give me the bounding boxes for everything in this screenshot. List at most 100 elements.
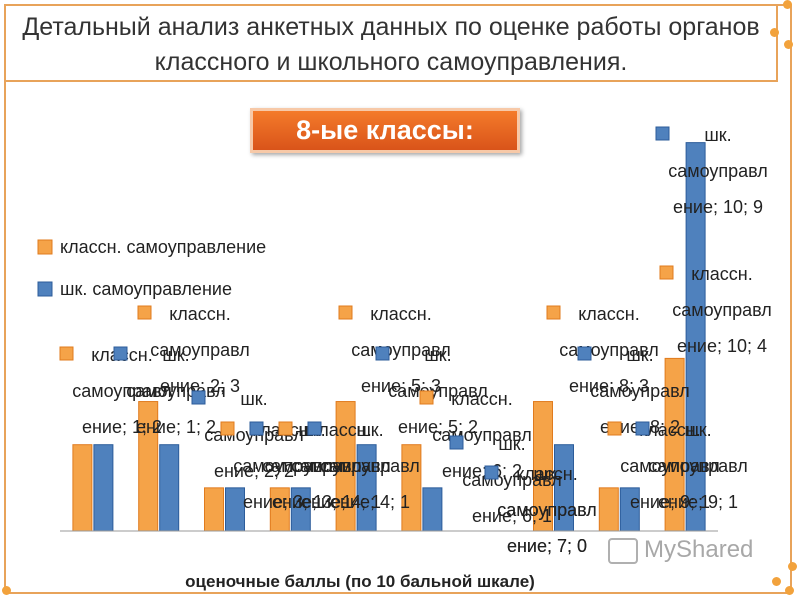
data-label-text: самоуправл — [72, 381, 172, 401]
dot — [784, 40, 793, 49]
data-label-text: классн. — [370, 304, 432, 324]
data-label-text: самоуправл — [672, 300, 772, 320]
data-label-marker — [659, 265, 674, 280]
data-label-marker — [635, 421, 650, 436]
data-label-text: шк. — [356, 420, 383, 440]
data-label-text: ение; 9; 1 — [630, 492, 710, 512]
legend-marker-shk — [37, 281, 53, 297]
data-label: классн. самоуправл ение; 9; 1 — [607, 420, 720, 512]
data-label-text: самоуправл — [668, 161, 768, 181]
dot — [2, 586, 11, 595]
legend-entry-shk: шк. самоуправление — [60, 279, 232, 299]
bar-klass-1 — [72, 444, 93, 532]
data-label-text: классн. — [516, 464, 578, 484]
slide-title: Детальный анализ анкетных данных по оцен… — [4, 4, 778, 82]
data-label-text: самоуправл — [262, 456, 362, 476]
data-label-text: самоуправл — [233, 456, 333, 476]
data-label-text: ение; 2; 3 — [160, 376, 240, 396]
data-label-text: самоуправл — [497, 500, 597, 520]
data-label-text: ение; 7; 0 — [507, 536, 587, 556]
data-label-text: ение; 2; 2 — [214, 461, 294, 481]
data-label-marker — [307, 421, 322, 436]
data-labels-group: классн.самоуправление; 1; 2шк.самоуправл… — [59, 125, 772, 556]
data-label-text: классн. — [691, 264, 753, 284]
data-label-text: ение; 4; 1 — [301, 492, 381, 512]
data-label-text: шк. — [626, 345, 653, 365]
data-label-text: ение; 10; 9 — [673, 197, 763, 217]
data-label-text: ение; 7; 0 — [507, 536, 587, 556]
data-label-text: самоуправл — [620, 456, 720, 476]
data-label-marker — [278, 421, 293, 436]
bar-klass-3 — [204, 487, 224, 532]
data-label: классн.самоуправление; 8; 3 — [546, 304, 659, 396]
dot — [772, 577, 781, 586]
data-label-marker — [577, 346, 592, 361]
data-label-text: ение; 1; 2 — [136, 417, 216, 437]
data-label-marker — [607, 421, 622, 436]
data-label-text: классн. — [451, 389, 513, 409]
data-label-text: шк. — [684, 420, 711, 440]
data-label-marker — [137, 305, 152, 320]
data-label-marker — [338, 305, 353, 320]
data-label-text: шк. — [240, 389, 267, 409]
data-label-text: самоуправл — [648, 456, 748, 476]
data-label-text: классн. — [578, 304, 640, 324]
data-label-text: ение; 8; 3 — [569, 376, 649, 396]
data-label-text: ение; 3; 1 — [243, 492, 323, 512]
data-label-text: ение; 6; 1 — [472, 506, 552, 526]
data-label-marker — [113, 346, 128, 361]
data-label-text: ение; 9; 1 — [658, 492, 738, 512]
data-label-text: классн. — [310, 420, 372, 440]
data-label-marker — [546, 305, 561, 320]
data-label: шк. самоуправл ение; 7; 0 — [484, 464, 597, 556]
data-label: классн. самоуправл ение; 7; 0 — [484, 464, 597, 556]
data-label-text: самоуправл — [388, 381, 488, 401]
dot — [785, 586, 794, 595]
data-label: классн. самоуправл ение; 10; 4 — [659, 264, 772, 356]
data-label-text: шк. — [424, 345, 451, 365]
data-label-text: шк. — [162, 345, 189, 365]
data-label: шк. самоуправл ение; 10; 9 — [655, 125, 768, 217]
dot — [783, 0, 792, 9]
data-label-text: классн. — [639, 420, 701, 440]
data-label-text: ение; 3; 1 — [272, 492, 352, 512]
data-label-text: самоуправл — [497, 500, 597, 520]
data-label-text: самоуправл — [291, 456, 391, 476]
data-label: шк. самоуправл ение; 5; 2 — [375, 345, 488, 437]
data-label-text: самоуправл — [320, 456, 420, 476]
data-label-marker — [419, 390, 434, 405]
legend: классн. самоуправление шк. самоуправление — [37, 237, 266, 299]
bar-shk-6 — [422, 487, 443, 532]
x-axis-label: оценочные баллы (по 10 бальной шкале) — [185, 572, 535, 591]
data-label-text: ение; 4; 1 — [330, 492, 410, 512]
data-label-text: самоуправл — [150, 340, 250, 360]
data-label-text: самоуправл — [590, 381, 690, 401]
data-label: шк. самоуправл ение; 9; 1 — [635, 420, 748, 512]
data-label: классн.самоуправление; 6; 2 — [419, 389, 532, 481]
dot — [770, 28, 779, 37]
data-label-text: шк. — [704, 125, 731, 145]
data-label-marker — [249, 421, 264, 436]
data-label-marker — [59, 346, 74, 361]
legend-entry-klass: классн. самоуправление — [60, 237, 266, 257]
bar-shk-2 — [159, 444, 180, 532]
watermark: MyShared — [644, 536, 754, 563]
data-label-text: шк. — [498, 434, 525, 454]
bar-shk-3 — [225, 487, 245, 532]
dot — [788, 562, 797, 571]
data-label-marker — [191, 390, 206, 405]
data-label-text: классн. — [169, 304, 231, 324]
bar-klass-9 — [598, 487, 619, 532]
legend-marker-klass — [37, 239, 53, 255]
data-label-text: шк. — [533, 464, 560, 484]
data-label-marker — [655, 126, 670, 141]
data-label-marker — [449, 435, 464, 450]
data-label-text: ение; 5; 2 — [398, 417, 478, 437]
myshared-logo-icon — [608, 538, 638, 564]
data-label-marker — [220, 421, 235, 436]
data-label-text: ение; 6; 2 — [442, 461, 522, 481]
data-label: классн. самоуправл ение; 4; 1 — [278, 420, 391, 512]
data-label-text: ение; 10; 4 — [677, 336, 767, 356]
bar-shk-1 — [93, 444, 114, 532]
